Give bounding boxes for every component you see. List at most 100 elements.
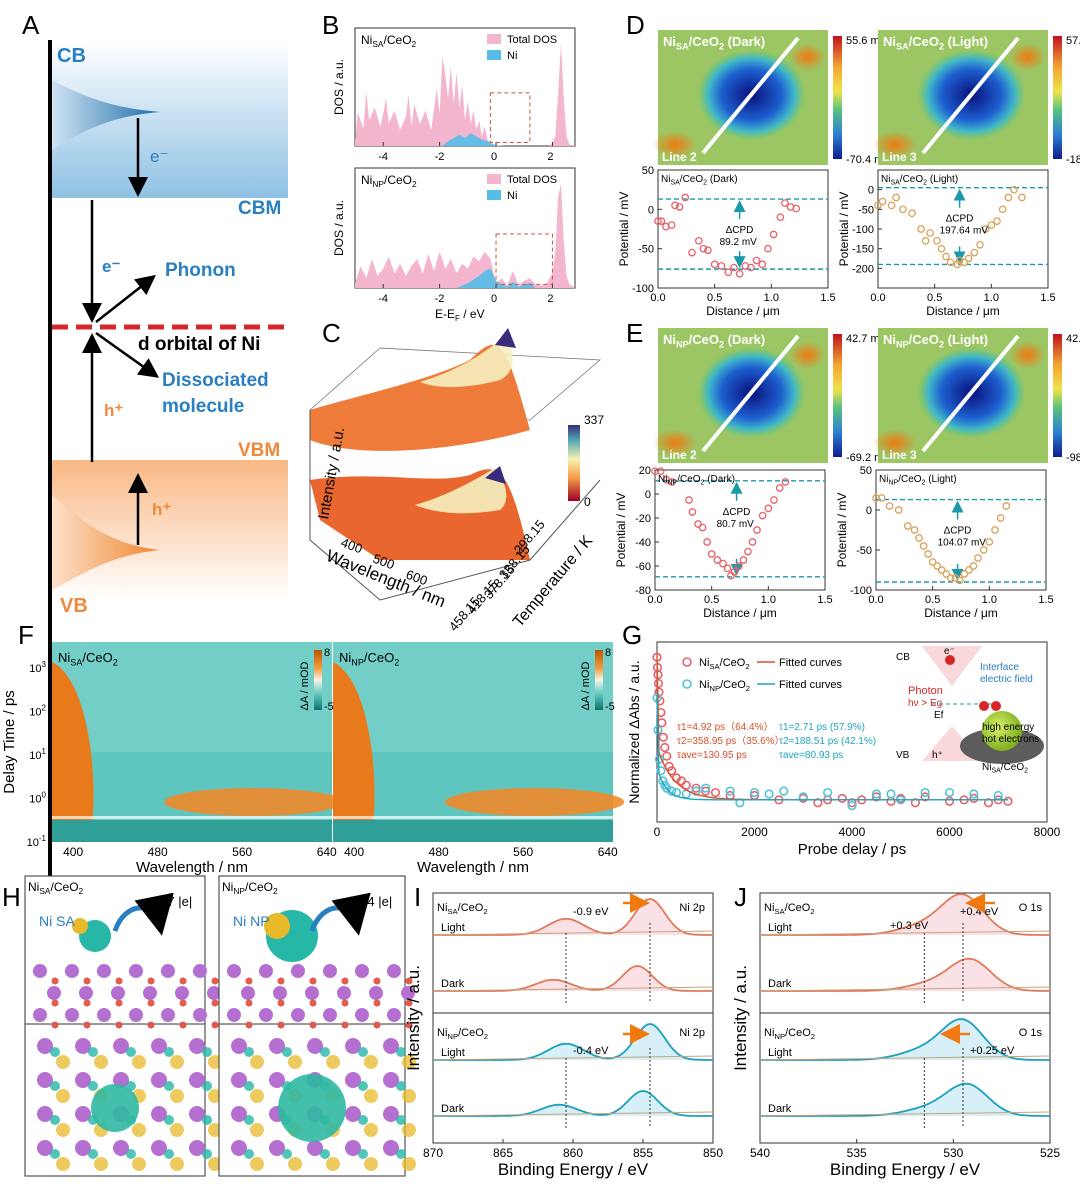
xps-baseline xyxy=(432,1111,714,1117)
label-h-mid: h⁺ xyxy=(104,401,123,420)
data-point xyxy=(933,562,942,570)
map-colorbar xyxy=(833,334,842,457)
legend-fit-np: Fitted curves xyxy=(779,679,842,691)
data-point xyxy=(837,793,847,803)
label-vb: VB xyxy=(60,595,88,617)
ce-atom xyxy=(291,1008,305,1022)
o-atom xyxy=(211,1021,219,1029)
o-atom xyxy=(373,977,381,985)
charge-lobe xyxy=(202,1081,212,1091)
shift-label-1: +0.25 eV xyxy=(970,1045,1015,1057)
map-hotspot xyxy=(873,428,917,457)
fit-curve-np xyxy=(656,695,1008,801)
x-axis-label: Distance / μm xyxy=(926,304,1000,318)
cpd-delta-label: ΔCPD xyxy=(946,214,974,225)
ce-atom xyxy=(75,1038,91,1054)
x-tick-label-2: 1.0 xyxy=(761,594,776,606)
ce-atom xyxy=(113,1072,129,1088)
structure-label: Ni SA xyxy=(39,913,75,929)
map-cbar-max: 42.7 mV xyxy=(846,333,888,345)
row-label-0-1: Dark xyxy=(768,978,792,990)
ta-heatmaps: NiSA/CeO2 8 -5 ΔA / mOD 400 480 560 640 Waveleng… xyxy=(1,642,625,876)
data-point xyxy=(681,780,691,790)
data-point xyxy=(675,203,684,211)
o-atom xyxy=(51,999,59,1007)
data-point xyxy=(681,193,690,202)
panel-letter-b: B xyxy=(322,10,339,40)
profile-title: NiSA/CeO2 (Dark) xyxy=(661,174,738,187)
charge-lobe xyxy=(364,1123,378,1137)
charge-lobe xyxy=(126,1149,136,1159)
o-atom xyxy=(245,977,253,985)
data-point xyxy=(987,221,996,229)
x-tick-label-0: -4 xyxy=(378,293,388,305)
xps-curve xyxy=(433,1023,713,1061)
o-atom xyxy=(405,1021,413,1029)
data-point xyxy=(713,556,722,564)
data-point xyxy=(877,494,886,502)
xps-o1s: Light Dark NiSA/CeO2 O 1s +0.4 eV +0.3 eV Ligh… xyxy=(731,892,1060,1179)
charge-lobe xyxy=(170,1089,184,1103)
ce-atom xyxy=(241,986,255,1000)
data-point xyxy=(735,269,744,278)
charge-lobe xyxy=(164,1149,174,1159)
data-point xyxy=(993,217,1001,225)
inset-h: h⁺ xyxy=(932,750,943,761)
axes-frame xyxy=(656,641,1048,823)
charge-lobe xyxy=(402,1055,416,1069)
profile-title: NiNP/CeO2 (Dark) xyxy=(658,474,735,487)
x-tick-label-0: 400 xyxy=(63,845,83,859)
data-point xyxy=(769,230,778,239)
chart-title: NiNP/CeO2 xyxy=(361,173,417,189)
ce-atom xyxy=(387,964,401,978)
data-point xyxy=(671,201,679,210)
ce-atom xyxy=(307,1140,323,1156)
data-point xyxy=(887,201,896,210)
data-point xyxy=(1002,502,1011,510)
kpfm-maps-d: NiSA/CeO2 (Dark)Line 255.6 mV-70.4 mVNiS… xyxy=(653,30,1080,166)
ce-atom xyxy=(387,1008,401,1022)
o-atom xyxy=(83,1021,91,1029)
x-tick-label-2: 4000 xyxy=(839,825,866,839)
ce-atom xyxy=(193,964,207,978)
x-tick-label-3: 640 xyxy=(317,845,337,859)
data-point xyxy=(944,796,955,806)
x-tick-label-1: 480 xyxy=(148,845,168,859)
data-point xyxy=(694,236,703,245)
ce-atom xyxy=(231,1072,247,1088)
map-hotspot xyxy=(653,428,697,457)
map-title: NiNP/CeO2 (Dark) xyxy=(663,332,765,349)
heatmap-upper-layer xyxy=(333,642,613,752)
ce-atom xyxy=(355,964,369,978)
data-point xyxy=(813,798,823,808)
legend-label-total: Total DOS xyxy=(507,34,557,46)
charge-value: -2.34 |e| xyxy=(345,894,392,909)
data-point xyxy=(908,209,916,218)
ce-atom xyxy=(383,1106,399,1122)
data-point xyxy=(703,538,711,546)
data-point xyxy=(942,252,950,261)
charge-lobe xyxy=(250,1055,264,1069)
panel-letter-i: I xyxy=(414,882,421,912)
ce-atom xyxy=(113,1140,129,1156)
panel-f: F NiSA/CeO2 8 -5 ΔA / mOD 400 480 560 640 Wavele… xyxy=(1,620,625,876)
map-title: NiSA/CeO2 (Light) xyxy=(883,34,988,51)
data-point xyxy=(946,574,955,582)
y-axis-label: DOS / a.u. xyxy=(332,59,346,115)
chart-title: NiSA/CeO2 xyxy=(361,33,417,49)
ce-atom xyxy=(97,964,111,978)
data-point xyxy=(744,547,752,556)
shift-label-extra: +0.3 eV xyxy=(890,920,929,932)
data-point xyxy=(976,240,984,249)
legend-marker-np xyxy=(682,679,692,689)
label-molecule: molecule xyxy=(162,396,244,417)
xps-envelope-fill xyxy=(760,894,1050,935)
shift-label-0: +0.4 eV xyxy=(960,906,999,918)
data-point xyxy=(781,199,789,207)
panel-letter-d: D xyxy=(626,10,645,40)
y-tick-label-5: -80 xyxy=(635,585,651,597)
data-point xyxy=(991,526,999,534)
o-atom xyxy=(147,999,155,1007)
data-point xyxy=(725,786,735,796)
charge-lobe xyxy=(56,1157,70,1171)
